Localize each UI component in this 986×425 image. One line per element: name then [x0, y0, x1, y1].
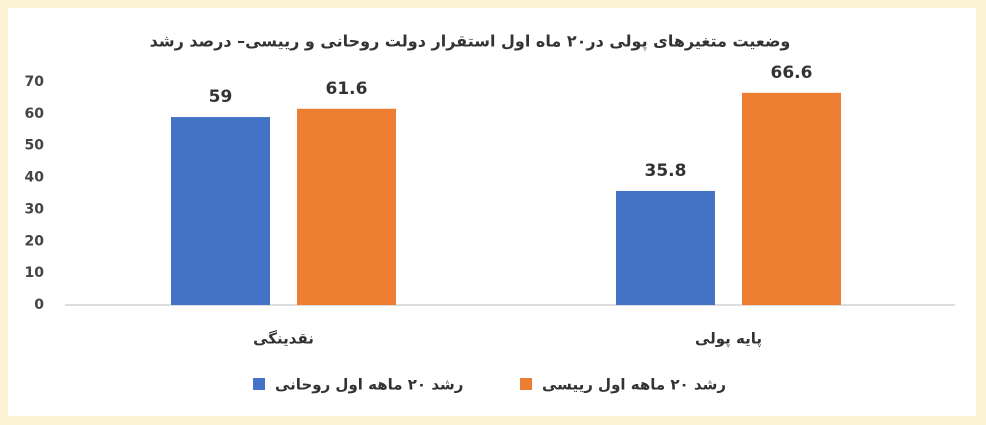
y-tick-label: 0	[34, 297, 44, 313]
bar	[171, 117, 270, 306]
y-tick-label: 10	[25, 265, 45, 281]
legend-label: رشد ۲۰ ماهه اول روحانی	[275, 376, 463, 394]
y-tick-label: 20	[25, 233, 45, 249]
y-tick-label: 60	[25, 106, 45, 122]
y-tick-label: 40	[25, 170, 45, 186]
legend-swatch	[253, 378, 265, 390]
data-label: 66.6	[771, 63, 813, 83]
x-tick-label: پایه پولی	[695, 330, 762, 349]
bar	[742, 92, 841, 306]
y-tick-label: 70	[25, 74, 45, 90]
data-label: 59	[209, 87, 233, 107]
legend-swatch	[520, 378, 532, 390]
bar	[616, 190, 715, 305]
data-label: 61.6	[326, 79, 368, 99]
bar	[297, 108, 396, 305]
data-label: 35.8	[645, 161, 687, 181]
chart-title: وضعیت متغیرهای پولی در۲۰ ماه اول استقرار…	[150, 32, 791, 52]
x-tick-label: نقدینگی	[253, 330, 314, 348]
y-tick-label: 30	[25, 201, 45, 217]
legend-label: رشد ۲۰ ماهه اول رییسی	[542, 376, 726, 394]
y-tick-label: 50	[25, 138, 45, 154]
